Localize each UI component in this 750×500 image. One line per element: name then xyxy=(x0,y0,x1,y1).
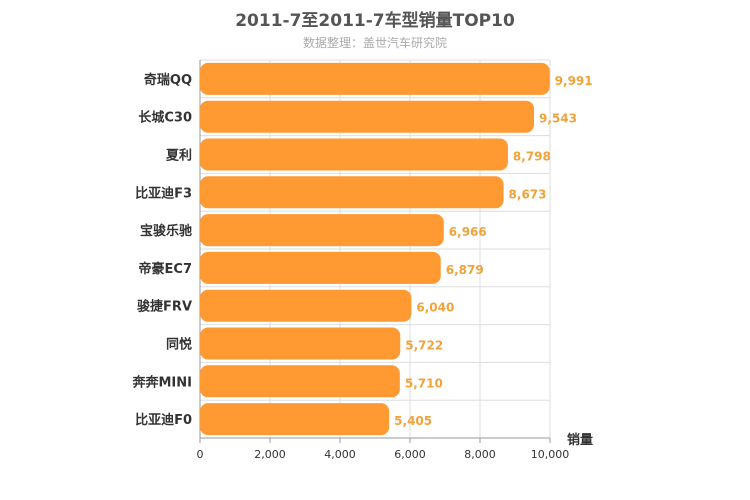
bar[interactable] xyxy=(200,289,412,322)
x-tick-label: 8,000 xyxy=(464,448,496,461)
x-axis-title: 销量 xyxy=(567,432,593,448)
bars xyxy=(200,62,550,436)
bar[interactable] xyxy=(200,251,441,284)
category-label: 夏利 xyxy=(165,148,192,164)
data-label: 8,673 xyxy=(509,187,547,201)
category-label: 比亚迪F3 xyxy=(135,185,192,201)
data-label: 5,710 xyxy=(405,376,443,390)
data-label: 9,543 xyxy=(539,112,577,126)
bar[interactable] xyxy=(200,403,390,436)
chart-subtitle: 数据整理：盖世汽车研究院 xyxy=(302,36,447,50)
category-label: 同悦 xyxy=(166,337,192,353)
chart-title: 2011-7至2011-7车型销量TOP10 xyxy=(235,11,515,31)
bar[interactable] xyxy=(200,138,508,171)
bar[interactable] xyxy=(200,62,550,95)
category-label: 比亚迪F0 xyxy=(135,412,192,428)
data-label: 9,991 xyxy=(555,74,593,88)
bar[interactable] xyxy=(200,176,504,209)
category-label: 奔奔MINI xyxy=(132,374,193,390)
x-tick-label: 6,000 xyxy=(394,448,426,461)
x-tick-label: 2,000 xyxy=(254,448,286,461)
category-label: 帝豪EC7 xyxy=(139,261,192,277)
data-label: 6,879 xyxy=(446,263,484,277)
bar[interactable] xyxy=(200,365,400,398)
category-label: 宝骏乐驰 xyxy=(140,223,192,239)
bar[interactable] xyxy=(200,214,444,247)
x-tick-labels: 0 2,000 4,000 6,000 8,000 10,000 xyxy=(197,448,570,461)
bar[interactable] xyxy=(200,327,401,360)
category-label: 骏捷FRV xyxy=(137,299,192,315)
x-tick-label: 10,000 xyxy=(531,448,570,461)
x-tick-label: 4,000 xyxy=(324,448,356,461)
category-label: 奇瑞QQ xyxy=(144,72,192,88)
bar[interactable] xyxy=(200,100,535,133)
data-label: 6,966 xyxy=(449,225,487,239)
x-tick-label: 0 xyxy=(197,448,204,461)
value-labels: 9,991 9,543 8,798 8,673 6,966 6,879 6,040 5,722… xyxy=(394,74,592,428)
data-label: 5,405 xyxy=(394,414,432,428)
data-label: 6,040 xyxy=(416,301,454,315)
category-label: 长城C30 xyxy=(138,110,192,126)
data-label: 8,798 xyxy=(513,150,551,164)
data-label: 5,722 xyxy=(405,339,443,353)
